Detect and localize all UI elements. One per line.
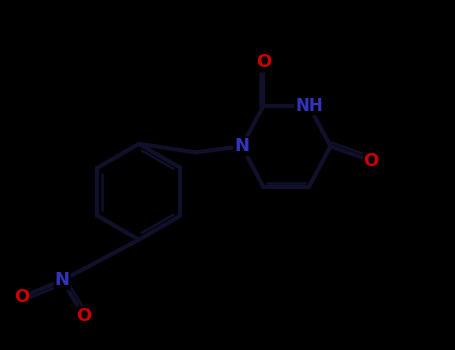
Text: N: N <box>234 137 249 155</box>
Text: O: O <box>14 288 29 306</box>
Text: N: N <box>55 271 70 289</box>
Text: NH: NH <box>295 97 323 114</box>
Text: O: O <box>364 152 379 170</box>
Text: O: O <box>76 307 91 325</box>
Text: O: O <box>256 54 271 71</box>
